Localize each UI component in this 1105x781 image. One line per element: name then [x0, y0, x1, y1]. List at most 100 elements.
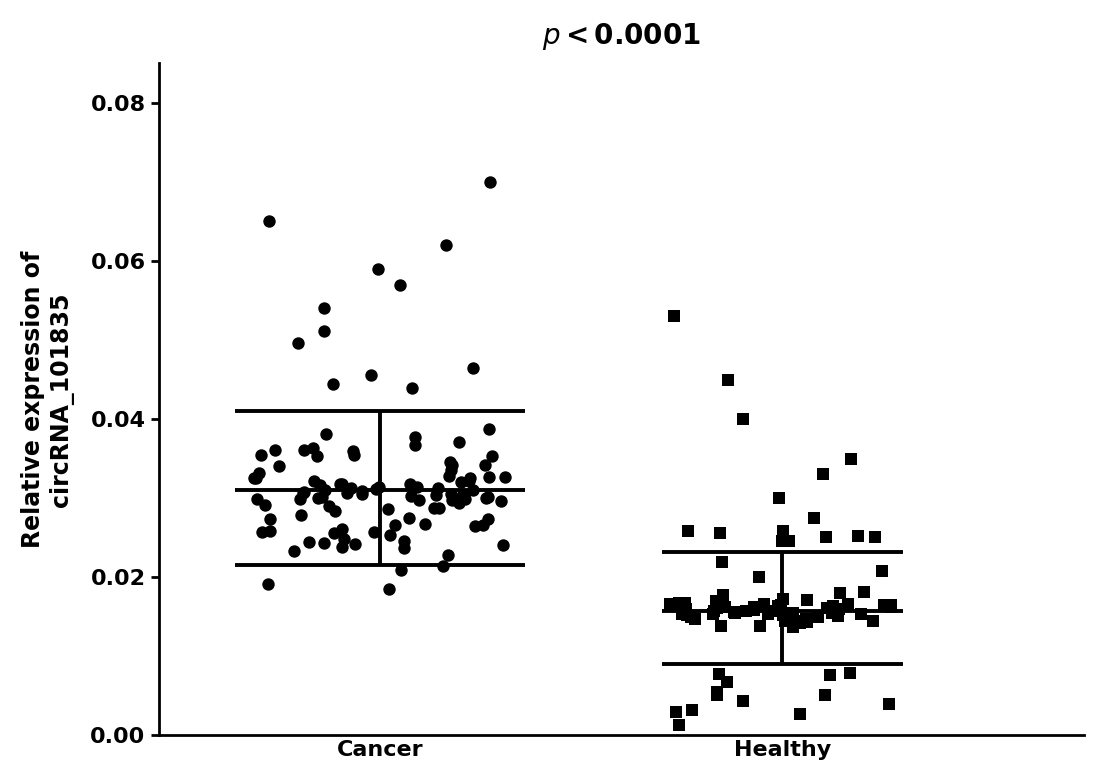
Point — [780, 611, 798, 623]
Point — [248, 471, 265, 483]
Point — [294, 487, 312, 500]
Point — [882, 601, 899, 614]
Point — [403, 382, 421, 394]
Point — [882, 599, 899, 612]
Point — [734, 413, 751, 426]
Point — [819, 601, 836, 614]
Point — [291, 493, 308, 505]
Point — [480, 491, 497, 504]
Point — [745, 603, 762, 615]
Point — [735, 694, 753, 707]
Point — [341, 482, 359, 494]
Point — [369, 262, 387, 275]
Point — [430, 501, 448, 514]
Point — [750, 620, 768, 633]
Point — [849, 530, 866, 542]
Point — [674, 606, 692, 619]
Point — [476, 492, 494, 505]
Point — [255, 499, 273, 512]
Point — [707, 595, 725, 608]
Point — [829, 609, 846, 622]
Point — [252, 448, 270, 461]
Point — [765, 604, 782, 617]
Point — [315, 302, 333, 315]
Point — [271, 460, 288, 473]
Point — [245, 472, 263, 484]
Point — [680, 525, 697, 537]
Point — [266, 444, 284, 456]
Point — [678, 608, 696, 621]
Point — [325, 377, 343, 390]
Point — [853, 608, 871, 620]
Point — [708, 686, 726, 698]
Point — [684, 704, 702, 716]
Point — [440, 469, 457, 482]
Point — [401, 490, 419, 503]
Point — [253, 526, 271, 538]
Point — [333, 523, 350, 536]
Point — [410, 494, 428, 506]
Point — [790, 615, 808, 628]
Point — [334, 477, 351, 490]
Point — [677, 602, 695, 615]
Point — [759, 608, 777, 620]
Point — [248, 493, 265, 505]
Point — [407, 430, 424, 443]
Point — [667, 705, 685, 718]
Point — [714, 555, 732, 568]
Point — [456, 493, 474, 505]
Point — [806, 512, 823, 524]
Point — [717, 676, 735, 688]
Point — [401, 477, 419, 490]
Point — [440, 549, 457, 562]
Point — [881, 697, 898, 710]
Point — [755, 598, 772, 611]
Point — [674, 606, 692, 619]
Point — [480, 512, 497, 525]
Point — [317, 428, 335, 440]
Point — [424, 502, 442, 515]
Point — [866, 531, 884, 544]
Point — [259, 577, 276, 590]
Point — [841, 666, 859, 679]
Point — [727, 607, 745, 619]
Point — [335, 533, 352, 545]
Point — [873, 565, 891, 577]
Point — [665, 310, 683, 323]
Point — [791, 617, 809, 629]
Point — [354, 485, 371, 497]
Point — [379, 503, 397, 515]
Point — [320, 500, 338, 512]
Point — [771, 599, 789, 612]
Point — [798, 613, 815, 626]
Point — [775, 608, 792, 621]
Point — [465, 520, 483, 533]
Point — [396, 535, 413, 547]
Point — [670, 597, 687, 610]
Point — [441, 455, 459, 468]
Point — [415, 518, 433, 530]
Point — [309, 491, 327, 504]
Point — [312, 478, 329, 490]
Point — [746, 601, 764, 613]
Point — [261, 512, 278, 525]
Point — [769, 600, 787, 612]
Point — [381, 530, 399, 542]
Point — [464, 362, 482, 374]
Point — [387, 519, 404, 531]
Title: $\mathbf{\mathit{p}}$$\mathbf{<0.0001}$: $\mathbf{\mathit{p}}$$\mathbf{<0.0001}$ — [541, 21, 701, 52]
Point — [408, 480, 425, 493]
Point — [708, 689, 726, 701]
Point — [370, 481, 388, 494]
Point — [823, 607, 841, 619]
Point — [301, 535, 318, 547]
Point — [338, 487, 356, 499]
Point — [704, 608, 722, 620]
Point — [362, 369, 380, 381]
Point — [855, 586, 873, 598]
Point — [776, 615, 793, 627]
Point — [830, 602, 848, 615]
Point — [452, 476, 470, 489]
Point — [400, 512, 418, 525]
Point — [474, 519, 492, 531]
